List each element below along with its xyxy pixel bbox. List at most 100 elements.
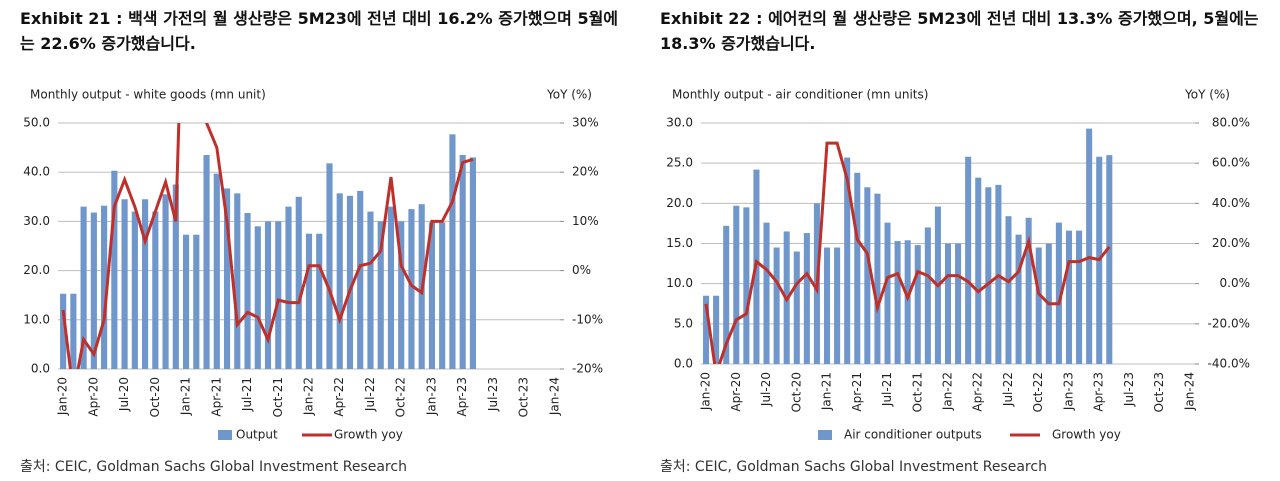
bar xyxy=(428,222,436,369)
bar xyxy=(111,170,118,369)
bar xyxy=(1086,128,1093,364)
bar xyxy=(854,172,861,364)
bar xyxy=(60,293,67,369)
legend-label: Output xyxy=(236,428,278,442)
bar xyxy=(172,184,179,369)
bar xyxy=(285,206,292,369)
bar xyxy=(234,193,241,369)
bar xyxy=(844,157,851,364)
bar xyxy=(944,243,952,364)
bar xyxy=(874,193,881,364)
x-tick-label: Apr-20 xyxy=(729,372,743,412)
bar xyxy=(459,154,466,369)
bar xyxy=(924,227,931,364)
x-tick-label: Jan-20 xyxy=(699,372,713,411)
y-tick-label: 20.0 xyxy=(666,196,693,210)
chart: 0.0 10.0 20.0 30.0 40.0 50.0 -20% -10% 0% 10% 20% 3… xyxy=(20,88,603,476)
y-tick-label: 20.0 xyxy=(23,263,50,277)
x-tick-label: Apr-22 xyxy=(332,377,346,417)
bar xyxy=(305,233,313,369)
bar xyxy=(182,234,190,369)
x-tick-label: Jul-21 xyxy=(240,377,254,412)
chart-panel: Exhibit 21 : 백색 가전의 월 생산량은 5M23에 전년 대비 1… xyxy=(20,0,660,481)
bar xyxy=(223,188,231,369)
x-tick-label: Jul-20 xyxy=(759,372,773,407)
y-tick-label: 50.0 xyxy=(23,116,50,130)
y-tick-label: 25.0 xyxy=(666,156,693,170)
y2-tick-label: 30% xyxy=(572,116,599,130)
legend-swatch xyxy=(818,430,832,440)
x-tick-label: Jul-21 xyxy=(880,372,894,407)
x-tick-label: Apr-22 xyxy=(971,372,985,412)
x-tick-label: Oct-20 xyxy=(789,372,803,412)
source: 출처: CEIC, Goldman Sachs Global Investmen… xyxy=(20,459,407,475)
bar xyxy=(1015,234,1022,364)
x-tick-label: Apr-20 xyxy=(86,377,100,417)
line xyxy=(61,123,474,369)
bar xyxy=(834,247,841,364)
bar xyxy=(1106,155,1113,364)
bar xyxy=(367,211,374,369)
x-tick-label: Jul-22 xyxy=(1001,372,1015,407)
bar xyxy=(295,196,302,369)
x-tick-label: Oct-21 xyxy=(271,377,285,417)
y-axis-label: Monthly output - air conditioner (mn uni… xyxy=(672,88,928,102)
bar xyxy=(743,207,750,364)
x-tick-label: Oct-22 xyxy=(394,377,408,417)
bar xyxy=(398,221,405,369)
x-tick-label: Jul-20 xyxy=(117,377,131,412)
bar xyxy=(985,187,992,364)
bar xyxy=(131,211,138,369)
bar xyxy=(90,212,97,369)
bar xyxy=(965,156,972,364)
bar xyxy=(894,241,901,364)
bar xyxy=(1025,217,1032,364)
bar xyxy=(142,199,149,369)
bar xyxy=(975,177,982,364)
x-tick-label: Jul-22 xyxy=(363,377,377,412)
x-tick-label: Oct-21 xyxy=(910,372,924,412)
y-tick-label: 30.0 xyxy=(666,116,693,130)
x-tick-label: Jul-23 xyxy=(486,377,500,412)
x-tick-label: Oct-20 xyxy=(148,377,162,417)
x-tick-label: Jan-20 xyxy=(56,377,70,416)
bar xyxy=(121,199,128,369)
chart: 0.0 5.0 10.0 15.0 20.0 25.0 30.0 -40.0% -20.0% 0.… xyxy=(660,88,1250,476)
x-tick-label: Jan-24 xyxy=(1182,372,1196,411)
bar xyxy=(1076,230,1083,364)
bar xyxy=(823,247,831,364)
y2-tick-label: 20.0% xyxy=(1212,236,1250,250)
y2-tick-label: -20.0% xyxy=(1208,316,1250,330)
x-tick-label: Jan-21 xyxy=(179,377,193,416)
y2-tick-label: 80.0% xyxy=(1212,116,1250,130)
bar xyxy=(439,222,446,369)
bar xyxy=(763,222,770,364)
bar xyxy=(904,240,911,364)
y-tick-label: 0.0 xyxy=(31,362,50,376)
y2-tick-label: -20% xyxy=(572,362,603,376)
bar xyxy=(275,221,282,369)
y-tick-label: 30.0 xyxy=(23,214,50,228)
bar xyxy=(162,194,169,369)
bar xyxy=(377,221,384,369)
y-tick-label: 0.0 xyxy=(674,357,693,371)
bar xyxy=(803,233,810,364)
y-tick-label: 40.0 xyxy=(23,165,50,179)
y2-tick-label: 10% xyxy=(572,214,599,228)
y2-axis-label: YoY (%) xyxy=(1184,88,1230,102)
x-tick-label: Oct-23 xyxy=(517,377,531,417)
y-tick-label: 10.0 xyxy=(666,276,693,290)
y2-tick-label: 40.0% xyxy=(1212,196,1250,210)
y2-tick-label: 60.0% xyxy=(1212,156,1250,170)
bar xyxy=(357,190,364,369)
chart-title: Exhibit 22 : 에어컨의 월 생산량은 5M23에 전년 대비 13.… xyxy=(660,9,1259,53)
bar xyxy=(336,193,343,369)
bar xyxy=(449,134,456,369)
x-tick-label: Oct-23 xyxy=(1152,372,1166,412)
bar xyxy=(387,206,395,369)
y-tick-label: 5.0 xyxy=(674,316,693,330)
bar xyxy=(326,163,333,369)
legend-label: Growth yoy xyxy=(334,428,403,442)
bar xyxy=(408,209,415,369)
bar xyxy=(1035,247,1042,364)
